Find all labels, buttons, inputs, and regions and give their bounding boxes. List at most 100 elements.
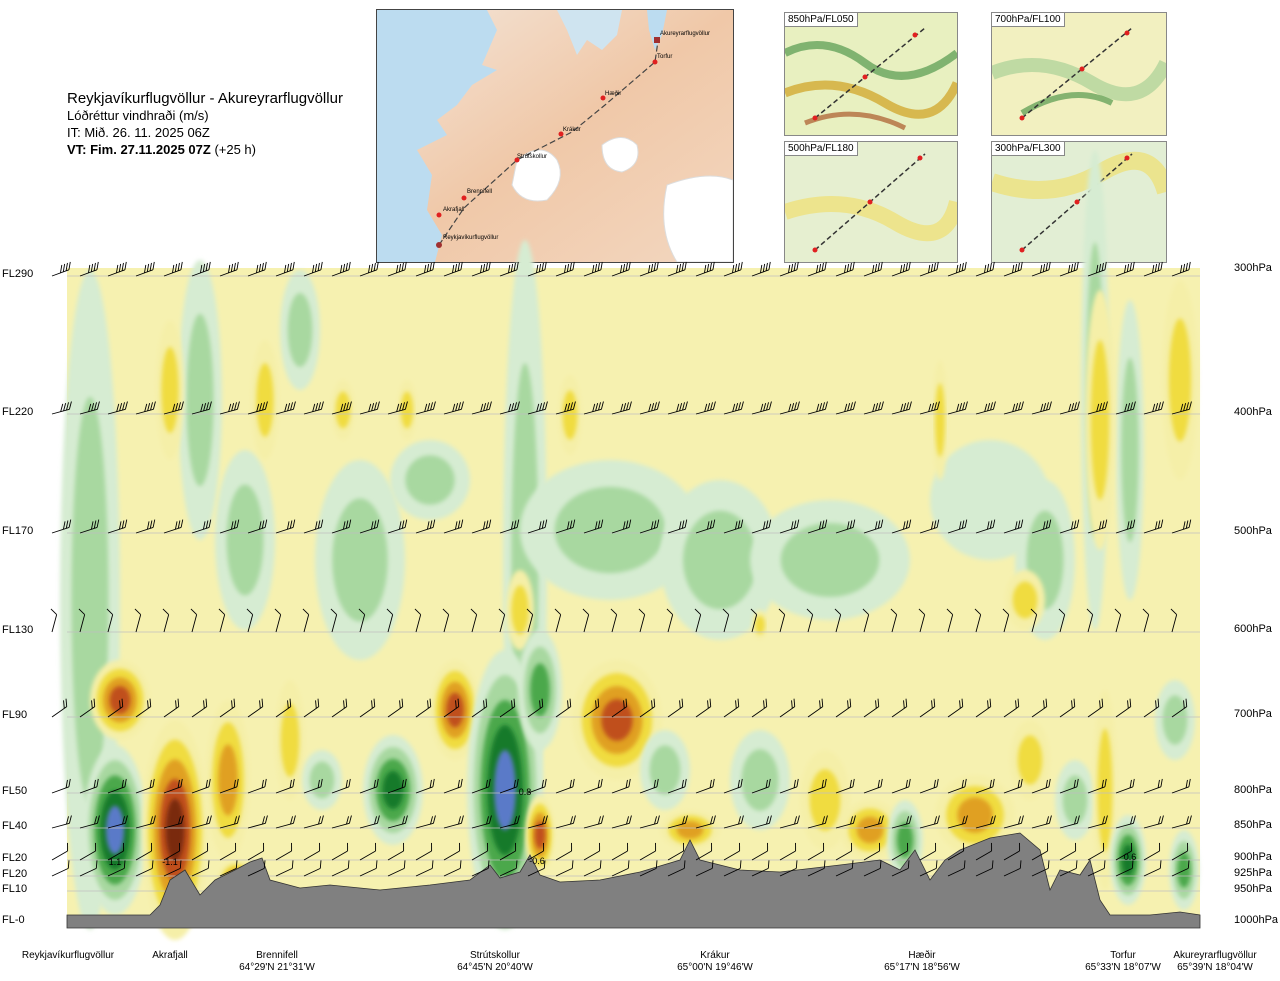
wind-barb	[1003, 842, 1021, 861]
wind-barb	[246, 608, 254, 633]
wind-barb	[638, 608, 646, 633]
wind-barb	[667, 401, 688, 415]
wind-barb	[779, 842, 797, 861]
wind-barb	[611, 261, 631, 277]
wind-barb	[1059, 778, 1079, 794]
wind-barb	[946, 608, 954, 633]
wind-barb	[219, 401, 240, 415]
wind-barb	[163, 401, 184, 415]
wind-barb	[163, 778, 183, 794]
wind-barb	[330, 608, 338, 633]
wind-barb	[1143, 815, 1164, 829]
wind-barb	[751, 778, 771, 794]
wind-barb	[443, 401, 464, 415]
wind-barb	[275, 778, 295, 794]
velocity-contour	[186, 313, 214, 487]
wind-barb	[975, 778, 995, 794]
wind-barb	[1030, 608, 1038, 633]
wind-barb	[807, 698, 824, 718]
valid-time: VT: Fim. 27.11.2025 07Z (+25 h)	[67, 141, 387, 158]
wind-barb	[863, 401, 884, 415]
wind-barb	[79, 519, 100, 534]
wind-barb	[359, 860, 378, 877]
thumbnail-700hpa[interactable]: 700hPa/FL100	[991, 12, 1167, 136]
wind-barb	[975, 842, 993, 861]
thumbnail-300hpa[interactable]: 300hPa/FL300	[991, 141, 1167, 263]
station-name: Torfur	[1110, 950, 1136, 961]
wind-barb	[751, 261, 771, 277]
velocity-contour	[256, 363, 274, 437]
station-label: Brennifell 64°29'N 21°31'W	[239, 950, 315, 974]
wind-barb	[947, 815, 968, 829]
wind-barb	[471, 401, 492, 415]
wind-barb	[387, 698, 404, 718]
wind-barb	[1031, 860, 1050, 877]
wind-barb	[526, 608, 534, 633]
station-coord: 64°45'N 20°40'W	[457, 962, 533, 973]
wind-barb	[975, 401, 996, 415]
velocity-contour	[280, 703, 300, 777]
right-level-label: 700hPa	[1234, 708, 1272, 720]
wind-barb	[863, 842, 881, 861]
wind-barb	[695, 842, 713, 861]
wind-barb	[639, 778, 659, 794]
wind-barb	[947, 401, 968, 415]
wind-barb	[387, 778, 407, 794]
wind-barb	[1059, 842, 1077, 861]
wind-barb	[387, 401, 408, 415]
wind-barb	[303, 842, 321, 861]
wind-barb	[1059, 519, 1080, 534]
wind-barb	[303, 698, 320, 718]
wind-barb	[1059, 401, 1080, 415]
wind-barb	[1171, 815, 1192, 829]
velocity-contour	[287, 293, 313, 367]
cell-value-label: 0.6	[1124, 852, 1137, 862]
wind-barb	[107, 261, 127, 277]
wind-barb	[862, 608, 870, 633]
wind-barb	[107, 842, 125, 861]
thumbnail-850hpa[interactable]: 850hPa/FL050	[784, 12, 958, 136]
thumbnail-500hpa[interactable]: 500hPa/FL180	[784, 141, 958, 263]
velocity-contour	[957, 797, 993, 833]
station-label: Hæðir 65°17'N 18°56'W	[884, 950, 960, 974]
wind-barb	[247, 698, 264, 718]
wind-barb	[779, 778, 799, 794]
wind-barb	[79, 778, 99, 794]
wind-barb	[443, 698, 460, 718]
wind-barb	[527, 401, 548, 415]
wind-barb	[1031, 261, 1051, 277]
station-name: Hæðir	[908, 950, 936, 961]
thumbnail-500hpa-label: 500hPa/FL180	[785, 142, 858, 156]
station-name: Krákur	[700, 950, 730, 961]
wind-barb	[919, 519, 940, 534]
wind-barb	[583, 815, 604, 829]
wind-barb	[471, 842, 489, 861]
map-label-akureyri: Akureyrarflugvöllur	[660, 31, 710, 37]
wind-barb	[1143, 778, 1163, 794]
map-label-brennifell: Brennifell	[467, 189, 492, 195]
wind-barb	[443, 842, 461, 861]
wind-barb	[443, 860, 462, 877]
velocity-contour	[1168, 318, 1192, 442]
wind-barb	[471, 860, 490, 877]
thumbnail-850hpa-image	[785, 13, 957, 135]
wind-barb	[667, 778, 687, 794]
wind-barb	[1059, 698, 1076, 718]
wind-barb	[498, 608, 506, 633]
wind-barb	[107, 778, 127, 794]
wind-barb	[1087, 698, 1104, 718]
wind-barb	[443, 519, 464, 534]
wind-barb	[471, 519, 492, 534]
wind-barb	[583, 842, 601, 861]
wind-barb	[359, 401, 380, 415]
wind-barb	[807, 519, 828, 534]
wind-barb	[807, 401, 828, 415]
left-level-label: FL50	[2, 785, 28, 797]
wind-barb	[499, 778, 519, 794]
station-coord: 65°39'N 18°04'W	[1177, 962, 1253, 973]
wind-barb	[1171, 519, 1192, 534]
wind-barb	[1031, 519, 1052, 534]
velocity-contour	[446, 692, 464, 728]
wind-barb	[919, 860, 938, 877]
wind-barb	[499, 401, 520, 415]
